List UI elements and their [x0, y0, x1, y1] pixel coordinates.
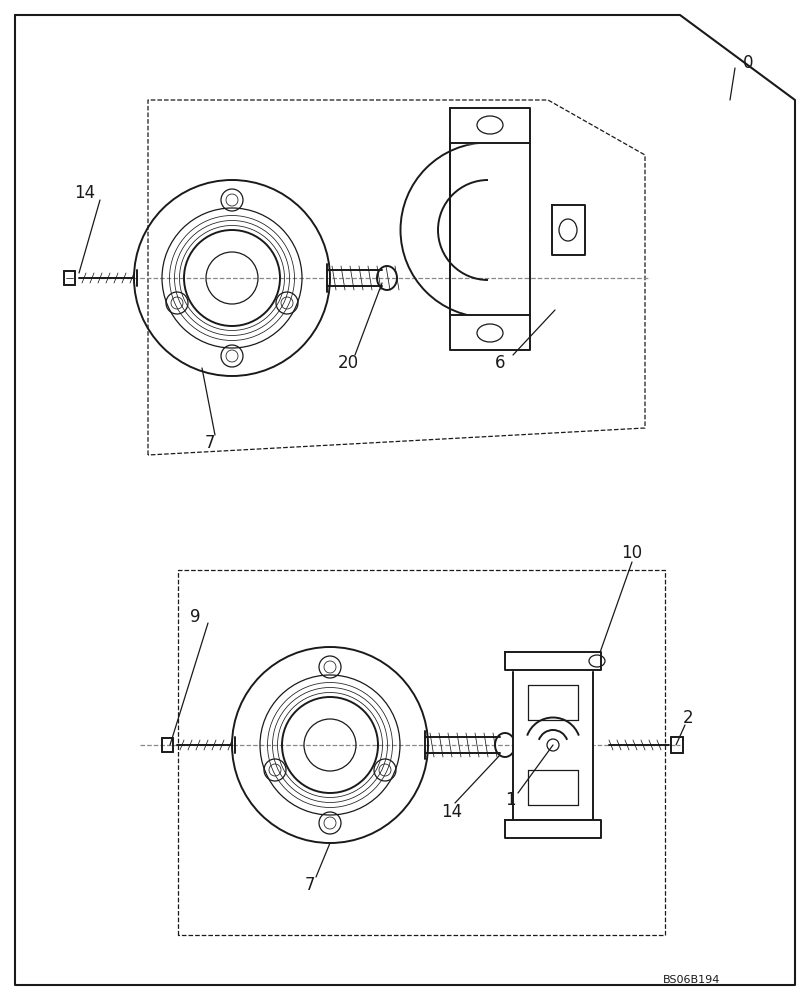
Polygon shape [178, 570, 664, 935]
Text: 7: 7 [304, 876, 315, 894]
Text: 14: 14 [75, 184, 96, 202]
Text: 0: 0 [742, 54, 753, 72]
Text: 6: 6 [494, 354, 504, 372]
Polygon shape [513, 670, 592, 820]
Text: 10: 10 [620, 544, 642, 562]
Polygon shape [148, 100, 644, 455]
Text: BS06B194: BS06B194 [662, 975, 719, 985]
Text: 20: 20 [337, 354, 358, 372]
Text: 2: 2 [682, 709, 693, 727]
Text: 7: 7 [204, 434, 215, 452]
Polygon shape [504, 652, 600, 670]
Text: 1: 1 [504, 791, 515, 809]
Text: 14: 14 [441, 803, 462, 821]
Polygon shape [449, 315, 530, 350]
Polygon shape [504, 820, 600, 838]
Text: 9: 9 [190, 608, 200, 626]
Polygon shape [551, 205, 584, 255]
Polygon shape [449, 108, 530, 143]
